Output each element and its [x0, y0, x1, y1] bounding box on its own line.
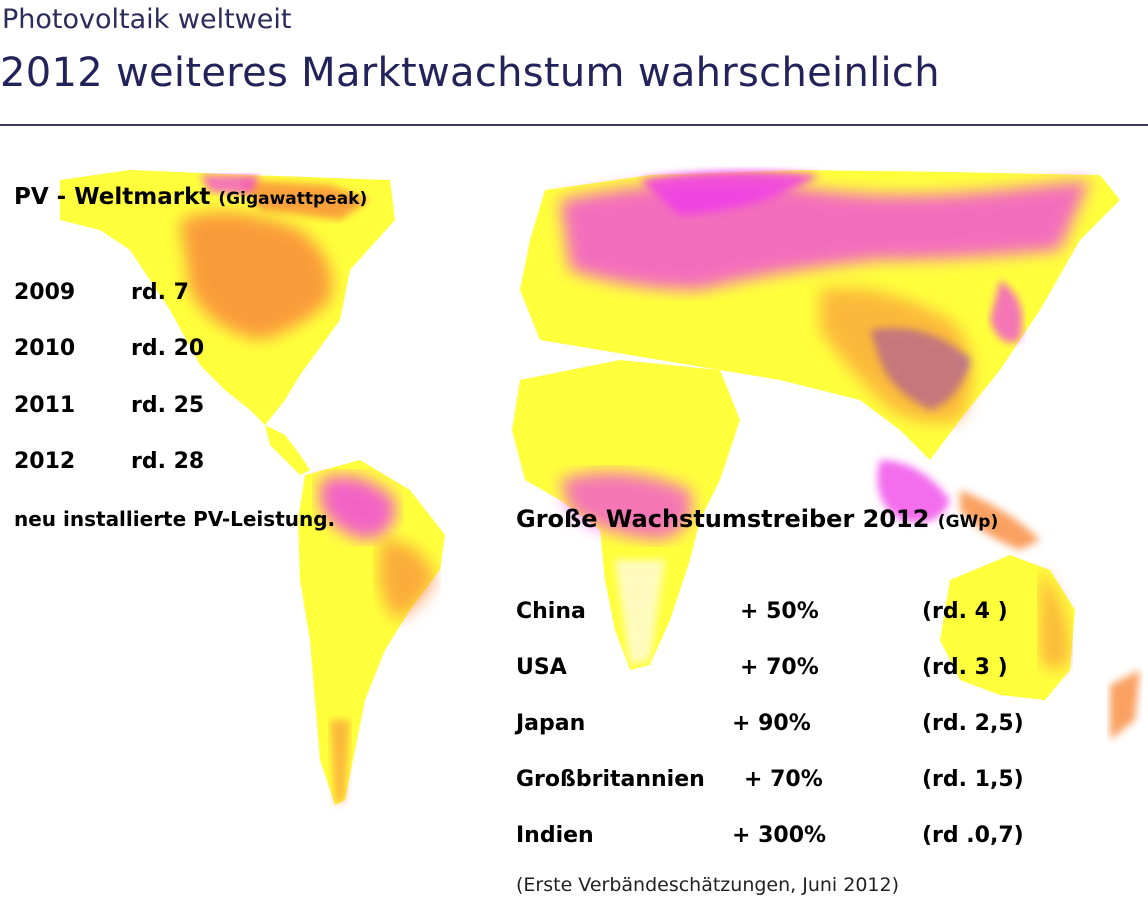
source-note: (Erste Verbändeschätzungen, Juni 2012)	[516, 874, 900, 896]
driver-growth: + 50%	[740, 599, 819, 624]
title-divider	[0, 124, 1148, 126]
south-america-shape	[298, 460, 445, 805]
growth-drivers-heading: Große Wachstumstreiber 2012 (GWp)	[516, 505, 998, 533]
driver-amount: (rd .0,7)	[922, 823, 1024, 848]
driver-growth: + 70%	[740, 655, 819, 680]
driver-country: Japan	[516, 711, 586, 736]
market-row-value: rd. 28	[131, 449, 205, 474]
driver-amount: (rd. 1,5)	[922, 767, 1024, 792]
market-row-year: 2012	[14, 449, 76, 474]
growth-drivers-unit: (GWp)	[937, 512, 999, 532]
north-america-shape	[60, 170, 395, 425]
driver-country: USA	[516, 655, 567, 680]
market-row-year: 2010	[14, 336, 76, 361]
driver-amount: (rd. 3 )	[922, 655, 1008, 680]
pv-weltmarkt-unit: (Gigawattpeak)	[218, 189, 368, 209]
driver-country: Großbritannien	[516, 767, 705, 792]
pv-weltmarkt-heading: PV - Weltmarkt (Gigawattpeak)	[14, 184, 367, 210]
market-note: neu installierte PV-Leistung.	[14, 507, 336, 531]
slide-subtitle: Photovoltaik weltweit	[2, 4, 292, 35]
driver-growth: + 70%	[744, 767, 823, 792]
pv-weltmarkt-heading-text: PV - Weltmarkt	[14, 184, 211, 210]
market-row-year: 2009	[14, 280, 76, 305]
driver-growth: + 90%	[732, 711, 811, 736]
market-row-year: 2011	[14, 393, 76, 418]
growth-drivers-heading-text: Große Wachstumstreiber 2012	[516, 505, 930, 533]
driver-amount: (rd. 2,5)	[922, 711, 1024, 736]
driver-growth: + 300%	[732, 823, 827, 848]
africa-shape	[512, 360, 740, 670]
driver-country: Indien	[516, 823, 594, 848]
australia-shape	[940, 555, 1140, 740]
market-row-value: rd. 7	[131, 280, 189, 305]
driver-amount: (rd. 4 )	[922, 599, 1008, 624]
driver-country: China	[516, 599, 586, 624]
slide-title: 2012 weiteres Marktwachstum wahrscheinli…	[0, 50, 940, 96]
central-america-shape	[265, 425, 310, 475]
eurasia-shape	[520, 170, 1120, 460]
southeast-asia-shape	[877, 460, 1040, 550]
market-row-value: rd. 25	[131, 393, 205, 418]
market-row-value: rd. 20	[131, 336, 205, 361]
world-irradiation-map	[60, 170, 1140, 805]
